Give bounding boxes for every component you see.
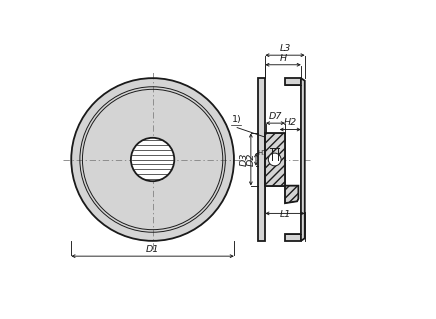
Text: H: H <box>279 54 286 63</box>
Text: H2: H2 <box>284 118 297 127</box>
Text: L1: L1 <box>279 210 291 219</box>
Polygon shape <box>285 186 298 203</box>
Text: D2: D2 <box>247 153 255 166</box>
Polygon shape <box>285 78 301 85</box>
Polygon shape <box>301 78 305 241</box>
Text: 1): 1) <box>232 115 242 124</box>
Text: D7: D7 <box>269 112 282 121</box>
Text: H7: H7 <box>258 150 267 156</box>
Polygon shape <box>258 78 265 241</box>
Circle shape <box>131 138 174 181</box>
Circle shape <box>268 153 281 166</box>
Text: D1: D1 <box>146 245 159 254</box>
Polygon shape <box>265 133 285 186</box>
Text: L3: L3 <box>279 44 291 53</box>
Circle shape <box>71 78 234 241</box>
Polygon shape <box>285 234 301 241</box>
Text: D3: D3 <box>240 153 249 166</box>
